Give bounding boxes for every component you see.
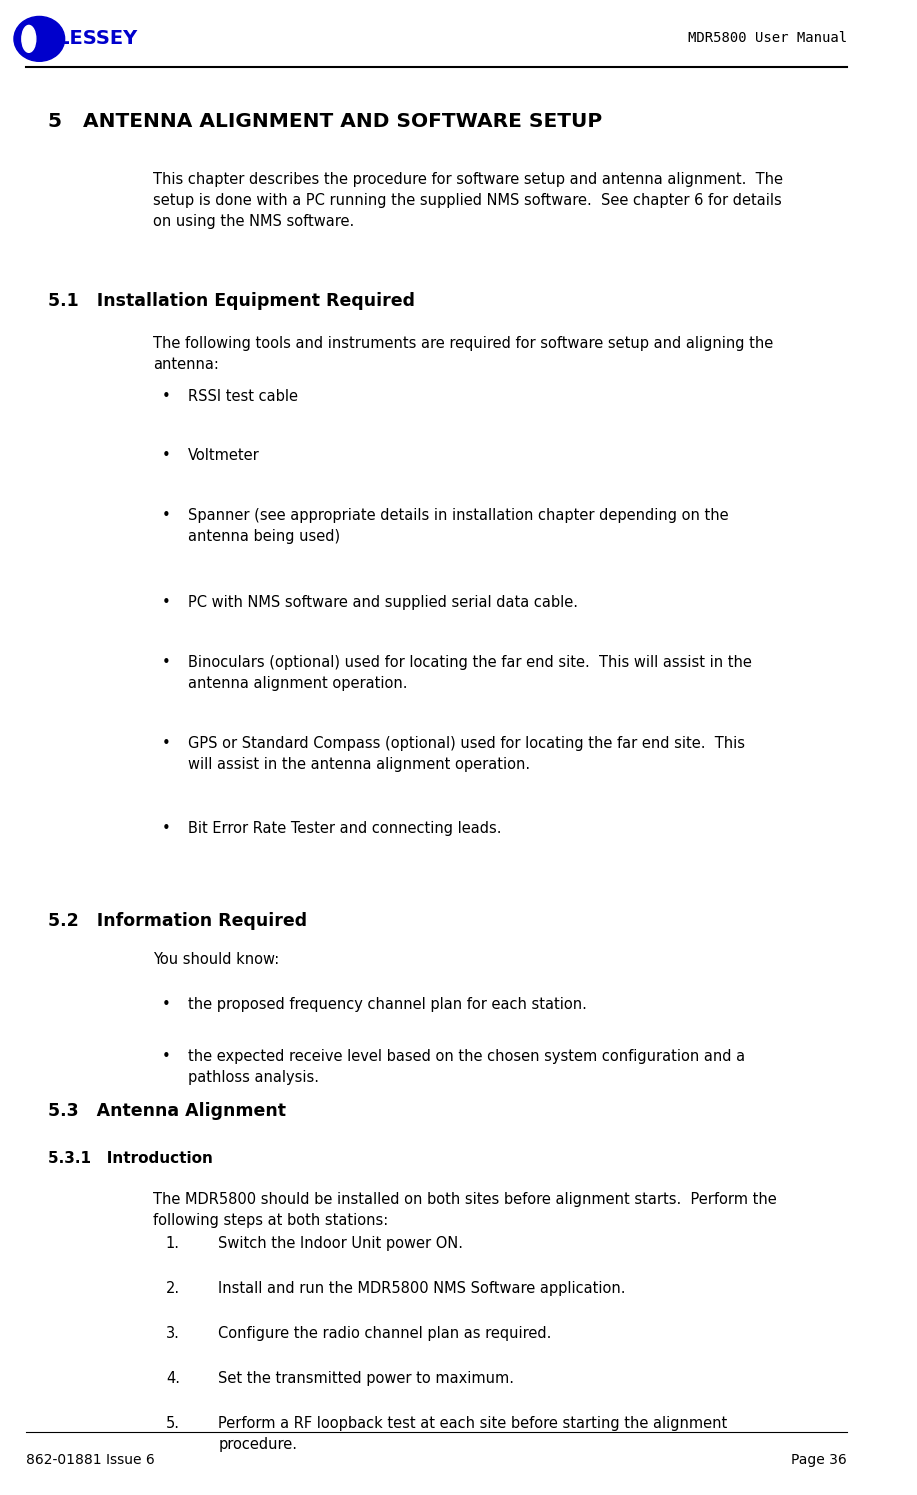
Text: Spanner (see appropriate details in installation chapter depending on the
antenn: Spanner (see appropriate details in inst… <box>188 508 728 544</box>
Text: Perform a RF loopback test at each site before starting the alignment
procedure.: Perform a RF loopback test at each site … <box>218 1416 727 1452</box>
Text: •: • <box>161 595 171 610</box>
Text: The MDR5800 should be installed on both sites before alignment starts.  Perform : The MDR5800 should be installed on both … <box>153 1192 777 1227</box>
Ellipse shape <box>22 25 36 52</box>
Text: 3.: 3. <box>166 1326 180 1341</box>
Text: the proposed frequency channel plan for each station.: the proposed frequency channel plan for … <box>188 997 587 1012</box>
Ellipse shape <box>14 16 64 61</box>
Text: 5.3.1   Introduction: 5.3.1 Introduction <box>48 1151 213 1166</box>
Text: PC with NMS software and supplied serial data cable.: PC with NMS software and supplied serial… <box>188 595 578 610</box>
Text: 5.1   Installation Equipment Required: 5.1 Installation Equipment Required <box>48 292 415 309</box>
Text: •: • <box>161 508 171 523</box>
Text: The following tools and instruments are required for software setup and aligning: The following tools and instruments are … <box>153 336 773 372</box>
Text: •: • <box>161 997 171 1012</box>
Text: Voltmeter: Voltmeter <box>188 448 260 463</box>
Text: 4.: 4. <box>166 1371 180 1386</box>
Text: •: • <box>161 821 171 836</box>
Text: GPS or Standard Compass (optional) used for locating the far end site.  This
wil: GPS or Standard Compass (optional) used … <box>188 736 745 771</box>
Text: RSSI test cable: RSSI test cable <box>188 389 298 404</box>
Text: the expected receive level based on the chosen system configuration and a
pathlo: the expected receive level based on the … <box>188 1049 745 1085</box>
Text: Install and run the MDR5800 NMS Software application.: Install and run the MDR5800 NMS Software… <box>218 1281 625 1296</box>
Text: 5.2   Information Required: 5.2 Information Required <box>48 912 307 930</box>
Text: •: • <box>161 448 171 463</box>
Text: 5.3   Antenna Alignment: 5.3 Antenna Alignment <box>48 1102 286 1120</box>
Text: Page 36: Page 36 <box>791 1453 847 1467</box>
Text: PLESSEY: PLESSEY <box>44 28 138 48</box>
Text: •: • <box>161 655 171 670</box>
Text: 2.: 2. <box>166 1281 180 1296</box>
Text: Configure the radio channel plan as required.: Configure the radio channel plan as requ… <box>218 1326 552 1341</box>
Text: •: • <box>161 736 171 750</box>
Text: This chapter describes the procedure for software setup and antenna alignment.  : This chapter describes the procedure for… <box>153 172 783 229</box>
Text: •: • <box>161 389 171 404</box>
Text: 5.: 5. <box>166 1416 180 1431</box>
Text: Binoculars (optional) used for locating the far end site.  This will assist in t: Binoculars (optional) used for locating … <box>188 655 752 691</box>
Text: Switch the Indoor Unit power ON.: Switch the Indoor Unit power ON. <box>218 1236 463 1251</box>
Text: MDR5800 User Manual: MDR5800 User Manual <box>688 31 847 45</box>
Text: •: • <box>161 1049 171 1064</box>
Text: You should know:: You should know: <box>153 952 279 967</box>
Text: Bit Error Rate Tester and connecting leads.: Bit Error Rate Tester and connecting lea… <box>188 821 502 836</box>
Text: 862-01881 Issue 6: 862-01881 Issue 6 <box>27 1453 155 1467</box>
Text: Set the transmitted power to maximum.: Set the transmitted power to maximum. <box>218 1371 514 1386</box>
Text: 1.: 1. <box>166 1236 180 1251</box>
Text: 5   ANTENNA ALIGNMENT AND SOFTWARE SETUP: 5 ANTENNA ALIGNMENT AND SOFTWARE SETUP <box>48 112 602 132</box>
